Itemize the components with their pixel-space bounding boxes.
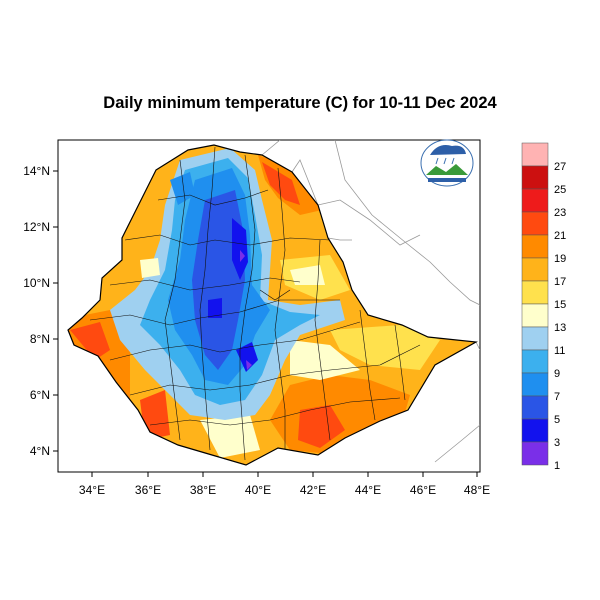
color-legend-label: 9 [554, 368, 560, 380]
color-legend-label: 11 [554, 345, 565, 357]
color-swatch [521, 234, 549, 259]
color-swatch [521, 395, 549, 420]
ethiopian-meteorology-logo [420, 139, 474, 187]
country-outline [67, 144, 478, 466]
color-swatch [521, 418, 549, 443]
color-legend-label: 25 [554, 184, 566, 196]
y-tick-label: 14°N [23, 164, 50, 178]
color-swatch [521, 349, 549, 374]
y-tick-label: 10°N [23, 276, 50, 290]
y-tick-label: 8°N [30, 332, 50, 346]
color-swatch [521, 372, 549, 397]
color-swatch [521, 326, 549, 351]
x-tick-label: 36°E [135, 483, 161, 497]
color-legend-label: 27 [554, 161, 566, 173]
x-axis-labels: 34°E 36°E 38°E 40°E 42°E 44°E 46°E 48°E [79, 483, 490, 497]
color-swatch [521, 441, 549, 466]
color-swatch [521, 280, 549, 305]
color-legend-label: 3 [554, 437, 560, 449]
color-legend: 27 25 23 21 19 17 15 13 11 9 7 5 3 1 [521, 142, 566, 472]
y-tick-label: 6°N [30, 388, 50, 402]
color-legend-label: 17 [554, 276, 566, 288]
color-swatch [521, 142, 549, 167]
color-legend-label: 7 [554, 391, 560, 403]
color-legend-label: 15 [554, 299, 566, 311]
color-swatch [521, 257, 549, 282]
x-tick-label: 42°E [300, 483, 326, 497]
admin-borders [89, 146, 421, 461]
x-tick-label: 44°E [355, 483, 381, 497]
color-swatch [521, 188, 549, 213]
x-tick-label: 34°E [79, 483, 105, 497]
y-tick-label: 4°N [30, 444, 50, 458]
color-legend-label: 1 [554, 460, 560, 472]
x-tick-label: 46°E [410, 483, 436, 497]
y-tick-label: 12°N [23, 220, 50, 234]
color-swatch [521, 165, 549, 190]
x-tick-label: 40°E [245, 483, 271, 497]
color-legend-label: 21 [554, 230, 566, 242]
color-swatch [521, 211, 549, 236]
x-tick-label: 48°E [464, 483, 490, 497]
axis-ticks [53, 170, 478, 477]
y-axis-labels: 14°N 12°N 10°N 8°N 6°N 4°N [23, 164, 50, 458]
map-title: Daily minimum temperature (C) for 10-11 … [103, 94, 497, 112]
color-legend-label: 19 [554, 253, 566, 265]
neighbor-borders [261, 140, 480, 463]
color-swatch [521, 303, 549, 328]
color-legend-label: 23 [554, 207, 566, 219]
color-legend-label: 13 [554, 322, 566, 334]
color-legend-label: 5 [554, 414, 560, 426]
x-tick-label: 38°E [190, 483, 216, 497]
